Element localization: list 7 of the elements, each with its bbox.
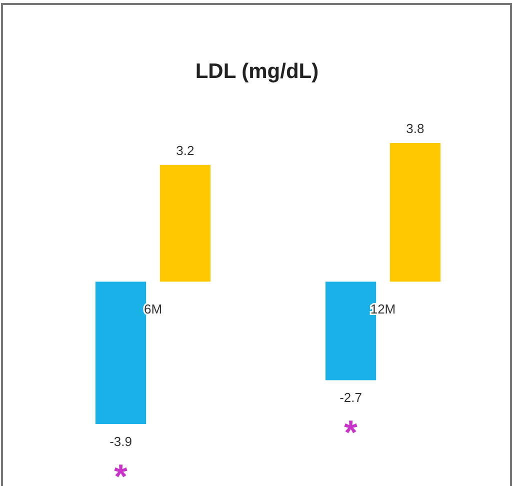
data-label: 3.2 — [176, 142, 194, 158]
chart-title: LDL (mg/dL) — [195, 60, 319, 83]
data-label: 3.8 — [406, 121, 424, 136]
data-label: -2.7 — [340, 390, 362, 406]
text: * — [114, 458, 128, 486]
annotation: * — [344, 414, 358, 452]
data-label: -3.9 — [110, 434, 132, 449]
